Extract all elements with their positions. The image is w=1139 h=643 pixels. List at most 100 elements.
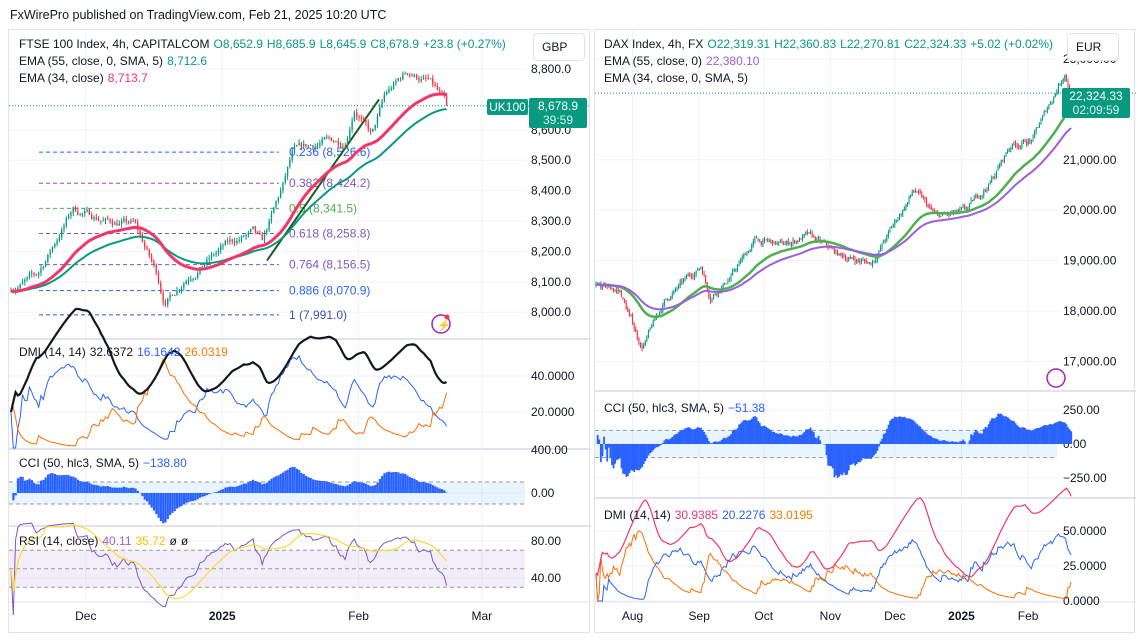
candle (663, 299, 665, 306)
dax-chart-panel[interactable]: AugSepOctNovDec2025Feb23,000.0021,000.00… (594, 29, 1136, 634)
candle (160, 283, 162, 293)
candle (35, 274, 38, 276)
candle (800, 238, 802, 240)
currency-button-gbp[interactable]: GBP (533, 33, 585, 61)
candle (787, 241, 789, 244)
candle (722, 283, 724, 288)
candle (644, 340, 646, 346)
candle (37, 272, 40, 275)
cci-bar (747, 420, 750, 444)
candle (388, 88, 390, 93)
cci-bar (90, 484, 93, 493)
cci-bar (387, 471, 391, 493)
candle (667, 298, 669, 300)
cci-bar (838, 444, 841, 477)
cci-bar (634, 444, 637, 470)
cci-bar (997, 413, 1000, 444)
cci-bar (758, 422, 761, 444)
cci-bar (708, 441, 710, 444)
cci-bar (889, 420, 891, 444)
candle (608, 286, 610, 288)
cci-bar (611, 444, 613, 465)
candle (356, 112, 358, 117)
cci-bar (74, 477, 77, 493)
dax-chart-canvas[interactable]: AugSepOctNovDec2025Feb23,000.0021,000.00… (595, 30, 1136, 634)
candle (612, 289, 614, 291)
cci-bar (975, 429, 977, 444)
candle (856, 260, 858, 262)
time-axis-label: Feb (1018, 609, 1039, 623)
cci-bar (957, 442, 960, 444)
currency-button-eur[interactable]: EUR (1067, 33, 1119, 61)
candle (682, 279, 684, 283)
cci-bar (440, 489, 444, 493)
candle (619, 290, 621, 292)
cci-bar (792, 435, 795, 444)
cci-bar (704, 434, 707, 444)
indicator-axis-label: 25.0000 (1063, 559, 1107, 573)
cci-bar (930, 436, 933, 444)
ftse-chart-canvas[interactable]: Dec 2025 Feb Mar8,800.08,600.08,500.08,400.… (9, 30, 591, 634)
candle (1046, 108, 1048, 112)
candle (70, 212, 72, 216)
candle (972, 199, 974, 201)
cci-bar (235, 486, 239, 493)
cci-bar (277, 475, 280, 493)
cci-bar (381, 476, 384, 493)
candle (125, 218, 127, 222)
dax-countdown: 02:09:59 (1072, 103, 1120, 117)
candle (1034, 131, 1036, 137)
ftse-ema1-label[interactable]: EMA (55, close, 0, SMA, 5) (19, 54, 164, 68)
dmi-adx-line (9, 307, 448, 413)
candle (263, 232, 266, 241)
cci-bar (986, 427, 988, 444)
cci-bar (63, 475, 66, 493)
rsi-label[interactable]: RSI (14, close) (19, 534, 99, 548)
ftse-ema2-label[interactable]: EMA (34, close) (19, 71, 104, 85)
candle (643, 345, 645, 349)
cci-bar (14, 493, 17, 496)
dax-dmi-label[interactable]: DMI (14, 14) (604, 508, 671, 522)
cci-bar (785, 435, 788, 444)
candle (224, 240, 227, 246)
cci-bar (793, 436, 796, 444)
candle (638, 338, 640, 345)
dax-ema2-label[interactable]: EMA (34, close, 0, SMA, 5) (604, 71, 749, 85)
dmi-adx: 32.6372 (89, 345, 134, 359)
ftse-title[interactable]: FTSE 100 Index, 4h, CAPITALCOM (19, 37, 210, 51)
ftse-change: +23.8 (+0.27%) (423, 37, 506, 51)
dmi-label[interactable]: DMI (14, 14) (19, 345, 86, 359)
cci-value: −138.80 (143, 456, 187, 470)
candle (832, 248, 834, 250)
candle (74, 207, 77, 212)
cci-bar (913, 420, 915, 444)
candle (1048, 104, 1050, 109)
candle (940, 215, 942, 217)
candle (970, 199, 972, 204)
cci-bar (626, 444, 629, 477)
dax-title[interactable]: DAX Index, 4h, FX (604, 37, 704, 51)
candle (768, 240, 770, 242)
candle (728, 279, 730, 282)
dmi-minus: 26.0319 (184, 345, 228, 359)
dax-ema1-label[interactable]: EMA (55, close, 0) (604, 54, 703, 68)
cci-bar (19, 476, 22, 493)
candle (157, 273, 160, 284)
candle (1062, 79, 1064, 82)
cci-label[interactable]: CCI (50, hlc3, SMA, 5) (19, 456, 140, 470)
cci-bar (665, 438, 667, 444)
candle (81, 213, 84, 215)
candle (1026, 142, 1028, 145)
ftse-chart-panel[interactable]: Dec 2025 Feb Mar 8,800.0 8,600.0 8,500.0 8,400.… (8, 29, 591, 634)
price-axis-label: 18,000.00 (1063, 304, 1117, 318)
candle (628, 311, 630, 315)
cci-bar (801, 433, 804, 444)
candle (625, 302, 627, 309)
cci-bar (940, 440, 942, 444)
cci-bar (443, 490, 446, 493)
cci-bar (332, 483, 335, 493)
candle (1065, 75, 1067, 81)
candle (930, 207, 932, 210)
candle (1015, 143, 1017, 146)
dax-cci-label[interactable]: CCI (50, hlc3, SMA, 5) (604, 401, 725, 415)
